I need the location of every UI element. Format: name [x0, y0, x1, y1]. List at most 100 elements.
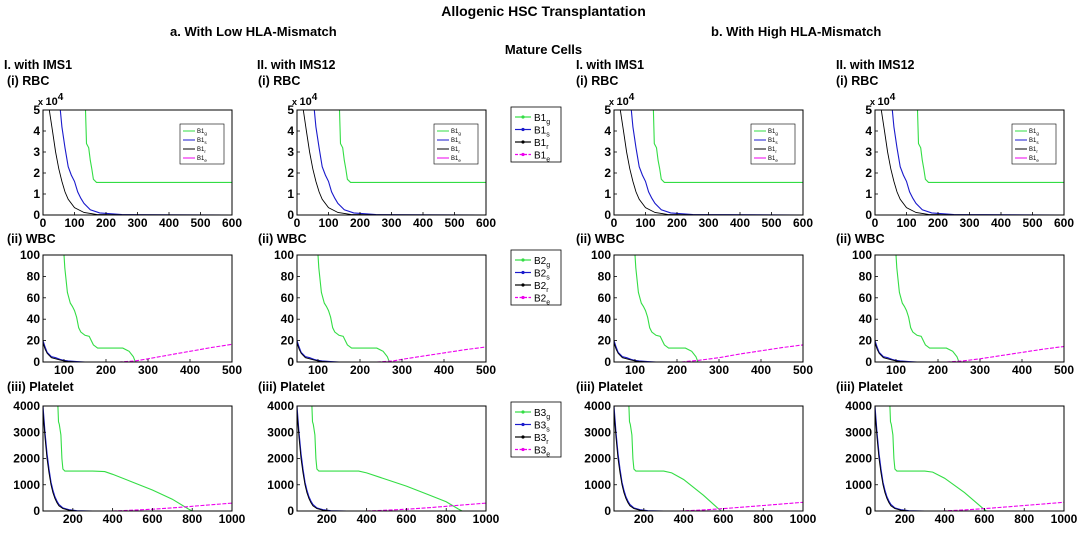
legend-marker: [521, 447, 525, 452]
y-tick-label: 40: [27, 312, 41, 326]
series-b3g: [311, 406, 463, 511]
x-tick-label: 500: [793, 363, 813, 377]
x-tick-label: 800: [182, 512, 202, 526]
series-b1g: [916, 110, 1064, 183]
series-b1g: [652, 110, 803, 183]
y-tick-label: 1000: [584, 478, 611, 492]
y-tick-label: 1000: [267, 478, 294, 492]
legend-marker: [521, 258, 525, 262]
x-tick-label: 200: [667, 216, 687, 230]
y-tick-label: 4000: [267, 399, 294, 413]
legend-marker: [521, 140, 525, 144]
section-platelet-c4: (iii) Platelet: [836, 380, 903, 394]
panel-b-title: b. With High HLA-Mismatch: [711, 24, 882, 39]
chart-r2-c1: 200 400 600 800 1000 0 1000 2000 3000 4000: [267, 399, 499, 526]
axes-frame: [296, 254, 487, 363]
axes-frame: [42, 405, 233, 512]
y-tick-label: 2: [865, 166, 872, 180]
column-header-4: II. with IMS12: [836, 58, 915, 72]
y-tick-label: 60: [281, 291, 295, 305]
y-tick-label: 5: [33, 103, 40, 117]
series-b2e: [118, 343, 232, 362]
legend-marker: [521, 435, 525, 439]
x-tick-label: 200: [634, 512, 654, 526]
x-tick-label: 200: [350, 363, 370, 377]
panel-a-title: a. With Low HLA-Mismatch: [170, 24, 337, 39]
x-tick-label: 600: [476, 216, 496, 230]
x-tick-label: 100: [625, 363, 645, 377]
chart-r1-c1: 100 200 300 400 500 0 20 40 60 80 100: [274, 248, 496, 377]
y-tick-label: 80: [27, 269, 41, 283]
x-tick-label: 600: [713, 512, 733, 526]
chart-r2-c2: 200 400 600 800 1000 0 1000 2000 3000 4000: [584, 399, 816, 526]
series-b3g: [889, 406, 987, 511]
y-tick-label: 0: [33, 355, 40, 369]
column-header-1: I. with IMS1: [4, 58, 73, 72]
x-tick-label: 400: [180, 363, 200, 377]
y-tick-label: 5: [604, 103, 611, 117]
legend-label: B1e: [534, 151, 550, 164]
series-b2g: [317, 255, 390, 362]
x-tick-label: 200: [928, 363, 948, 377]
legend-label: B1g: [197, 129, 207, 136]
x-tick-label: 600: [142, 512, 162, 526]
legend-label: B1g: [768, 129, 778, 136]
chart-r2-c0: 200 400 600 800 1000 0 1000 2000 3000 4000: [13, 399, 245, 526]
x-tick-label: 300: [127, 216, 147, 230]
inplot-legend: B1g B1s B1r B1e: [433, 123, 479, 165]
y-tick-label: 3000: [267, 425, 294, 439]
x-tick-label: 1000: [790, 512, 817, 526]
y-tick-label: 2: [604, 166, 611, 180]
x-tick-label: 300: [709, 363, 729, 377]
legend-label: B1e: [1029, 156, 1039, 163]
y-tick-label: 2000: [267, 452, 294, 466]
legend-label: B2s: [534, 269, 550, 282]
x-tick-label: 200: [96, 363, 116, 377]
x-tick-label: 600: [974, 512, 994, 526]
section-rbc-c2: (i) RBC: [258, 74, 301, 88]
x-tick-label: 100: [896, 216, 916, 230]
legend-label: B3g: [534, 408, 550, 421]
x-tick-label: 800: [753, 512, 773, 526]
series-b2e: [376, 346, 486, 362]
x-tick-label: 600: [1054, 216, 1074, 230]
legend-label: B3r: [534, 433, 549, 446]
y-tick-label: 1: [287, 187, 294, 201]
section-platelet-c2: (iii) Platelet: [258, 380, 325, 394]
section-rbc-c1: (i) RBC: [7, 74, 50, 88]
y-tick-label: 0: [865, 208, 872, 222]
y-tick-label: 20: [27, 334, 41, 348]
y-tick-label: 60: [27, 291, 41, 305]
y-tick-label: 0: [865, 504, 872, 518]
legend-label: B1g: [1029, 129, 1039, 136]
series-b3g: [628, 406, 722, 511]
x-tick-label: 300: [698, 216, 718, 230]
series-b3e: [679, 501, 803, 511]
axes-frame: [613, 254, 804, 363]
legend-marker: [521, 270, 525, 275]
series-b3g: [57, 406, 193, 511]
chart-r1-c0: 100 200 300 400 500 0 20 40 60 80 100: [20, 248, 242, 377]
y-tick-label: 2000: [584, 452, 611, 466]
y-tick-label: 3: [604, 145, 611, 159]
series-b2s: [875, 340, 1064, 362]
chart-r1-c3: 100 200 300 400 500 0 20 40 60 80 100: [852, 248, 1074, 377]
x-tick-label: 0: [611, 216, 618, 230]
legend-marker: [521, 127, 525, 132]
x-tick-label: 400: [434, 363, 454, 377]
series-b2s: [43, 340, 232, 362]
x-tick-label: 200: [928, 216, 948, 230]
y-tick-label: 0: [287, 355, 294, 369]
legend-label: B1r: [768, 147, 777, 154]
legend-marker: [521, 152, 525, 157]
section-rbc-c3: (i) RBC: [576, 74, 619, 88]
x-tick-label: 400: [674, 512, 694, 526]
y-tick-label: 0: [604, 208, 611, 222]
series-b2s: [614, 340, 803, 362]
y-tick-label: 0: [33, 208, 40, 222]
y-tick-label: 100: [274, 248, 294, 262]
x-tick-label: 600: [222, 216, 242, 230]
